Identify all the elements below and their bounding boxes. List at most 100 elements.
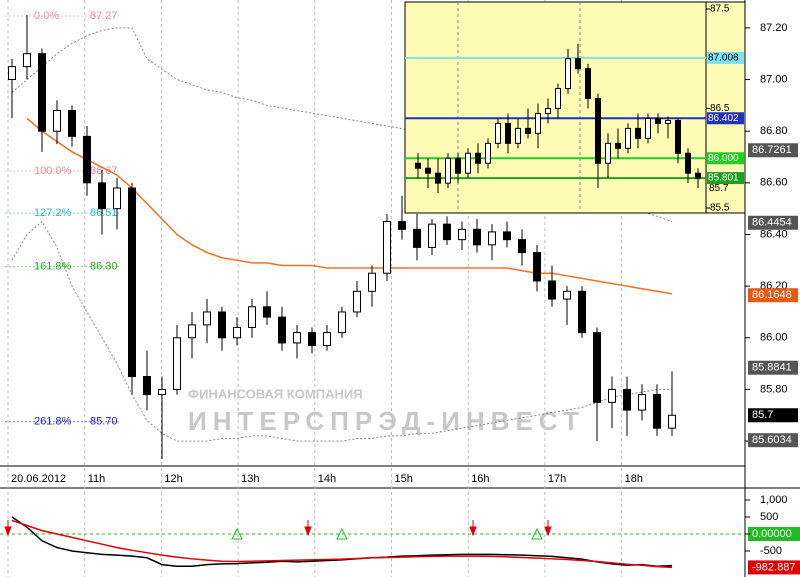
price-label: 86.7261 [752, 144, 792, 156]
fib-label: 0.0% [34, 10, 59, 22]
x-tick-label: 18h [625, 473, 643, 485]
fib-price: 86.51 [90, 207, 118, 219]
y-tick-label: 1,000 [760, 494, 788, 506]
fib-price: 86.67 [90, 165, 118, 177]
candle-body [68, 110, 76, 137]
inset-frame [404, 1, 746, 214]
price-label-box [707, 172, 744, 185]
oscillator: 1,000 500 0.00000 -500 -982.887 [0, 494, 800, 575]
candle-body [578, 290, 586, 334]
fib-price: 87.27 [90, 10, 118, 22]
candle-body [323, 332, 331, 347]
y-tick-label: 86.00 [760, 332, 788, 344]
x-tick-label: 11h [88, 473, 106, 485]
candle-body [428, 223, 436, 248]
candle-body [368, 272, 376, 292]
candle-body [308, 332, 316, 347]
price-label: 86.4454 [752, 217, 792, 229]
watermark: ИНТЕРСПРЭД-ИНВЕСТ [188, 406, 585, 436]
x-tick-label: 14h [318, 473, 336, 485]
indicator-line [11, 27, 673, 223]
price-label: 85.7 [709, 183, 729, 194]
buy-signal [231, 527, 243, 540]
candle-body [473, 228, 481, 246]
candle-body [435, 172, 441, 184]
y-tick-label: 500 [760, 511, 778, 523]
current-value-box [748, 560, 800, 575]
candle-body [665, 119, 671, 124]
candle-body [505, 122, 511, 144]
x-tick-label: 17h [548, 473, 566, 485]
candle-body [113, 187, 121, 210]
y-tick-label: -500 [760, 545, 782, 557]
y-tick-label: 85.80 [760, 383, 788, 395]
buy-signal [531, 527, 543, 540]
candle-body [445, 157, 451, 184]
candle-body [218, 311, 226, 339]
candle-body [518, 239, 526, 254]
candle-body [668, 414, 676, 429]
candle-body [465, 152, 471, 174]
candle-body [143, 376, 151, 396]
price-label-box [748, 433, 798, 448]
candle-body [545, 107, 551, 114]
candle-body [53, 110, 61, 132]
candle-body [548, 280, 556, 300]
y-tick-label: 87.20 [760, 22, 788, 34]
y-tick-label: 87.5 [710, 4, 730, 15]
candle-body [353, 290, 361, 313]
sell-signal [304, 520, 312, 537]
sell-signal [544, 520, 552, 537]
candle-body [443, 223, 451, 241]
main-chart: 87.2087.0086.8086.6086.4086.2086.0085.80… [5, 0, 798, 577]
watermark: ФИНАНСОВАЯ КОМПАНИЯ [188, 386, 363, 401]
candle-body [485, 142, 491, 164]
candle-body [203, 311, 211, 326]
y-tick-label: 86.60 [760, 177, 788, 189]
sell-signal [4, 520, 12, 537]
price-label-box [707, 51, 744, 64]
candle-body [398, 221, 406, 230]
y-tick-label: 86.80 [760, 125, 788, 137]
candle-body [625, 127, 631, 149]
candle-body [293, 332, 301, 344]
candle-body [128, 187, 136, 378]
y-tick-label: 0.00000 [752, 528, 792, 540]
x-tick-label: 13h [241, 473, 259, 485]
candle-body [233, 326, 241, 339]
x-tick-label: 16h [471, 473, 489, 485]
price-label-box [748, 360, 798, 375]
candle-body [173, 337, 181, 390]
fib-label: 127.2% [34, 207, 72, 219]
candle-body [263, 306, 271, 318]
candle-body [248, 306, 256, 328]
zero-box [748, 526, 800, 541]
candle-body [593, 332, 601, 403]
candle-body [488, 231, 496, 246]
candle-body [605, 142, 611, 164]
candle-body [615, 142, 621, 149]
fib-label: 261.8% [34, 416, 72, 428]
x-tick-label: 15h [395, 473, 413, 485]
candle-body [585, 68, 591, 100]
candle-body [455, 157, 461, 174]
candle-body [533, 252, 541, 282]
sell-signal [469, 520, 477, 537]
y-tick-label: 86.5 [710, 103, 730, 114]
y-tick-label: 87.00 [760, 73, 788, 85]
candle-body [458, 228, 466, 241]
candle-body [503, 231, 511, 241]
candle-body [695, 172, 701, 179]
price-label: 86.000 [708, 153, 739, 164]
fib-label: 161.8% [34, 261, 72, 273]
price-label: 87.008 [708, 53, 739, 64]
price-label-box [748, 143, 798, 158]
candle-body [515, 127, 521, 144]
candle-body [8, 66, 16, 81]
candle-body [655, 117, 661, 124]
price-label-box [748, 215, 798, 230]
candle-body [608, 388, 616, 403]
candle-body [338, 311, 346, 334]
buy-signal [336, 527, 348, 540]
